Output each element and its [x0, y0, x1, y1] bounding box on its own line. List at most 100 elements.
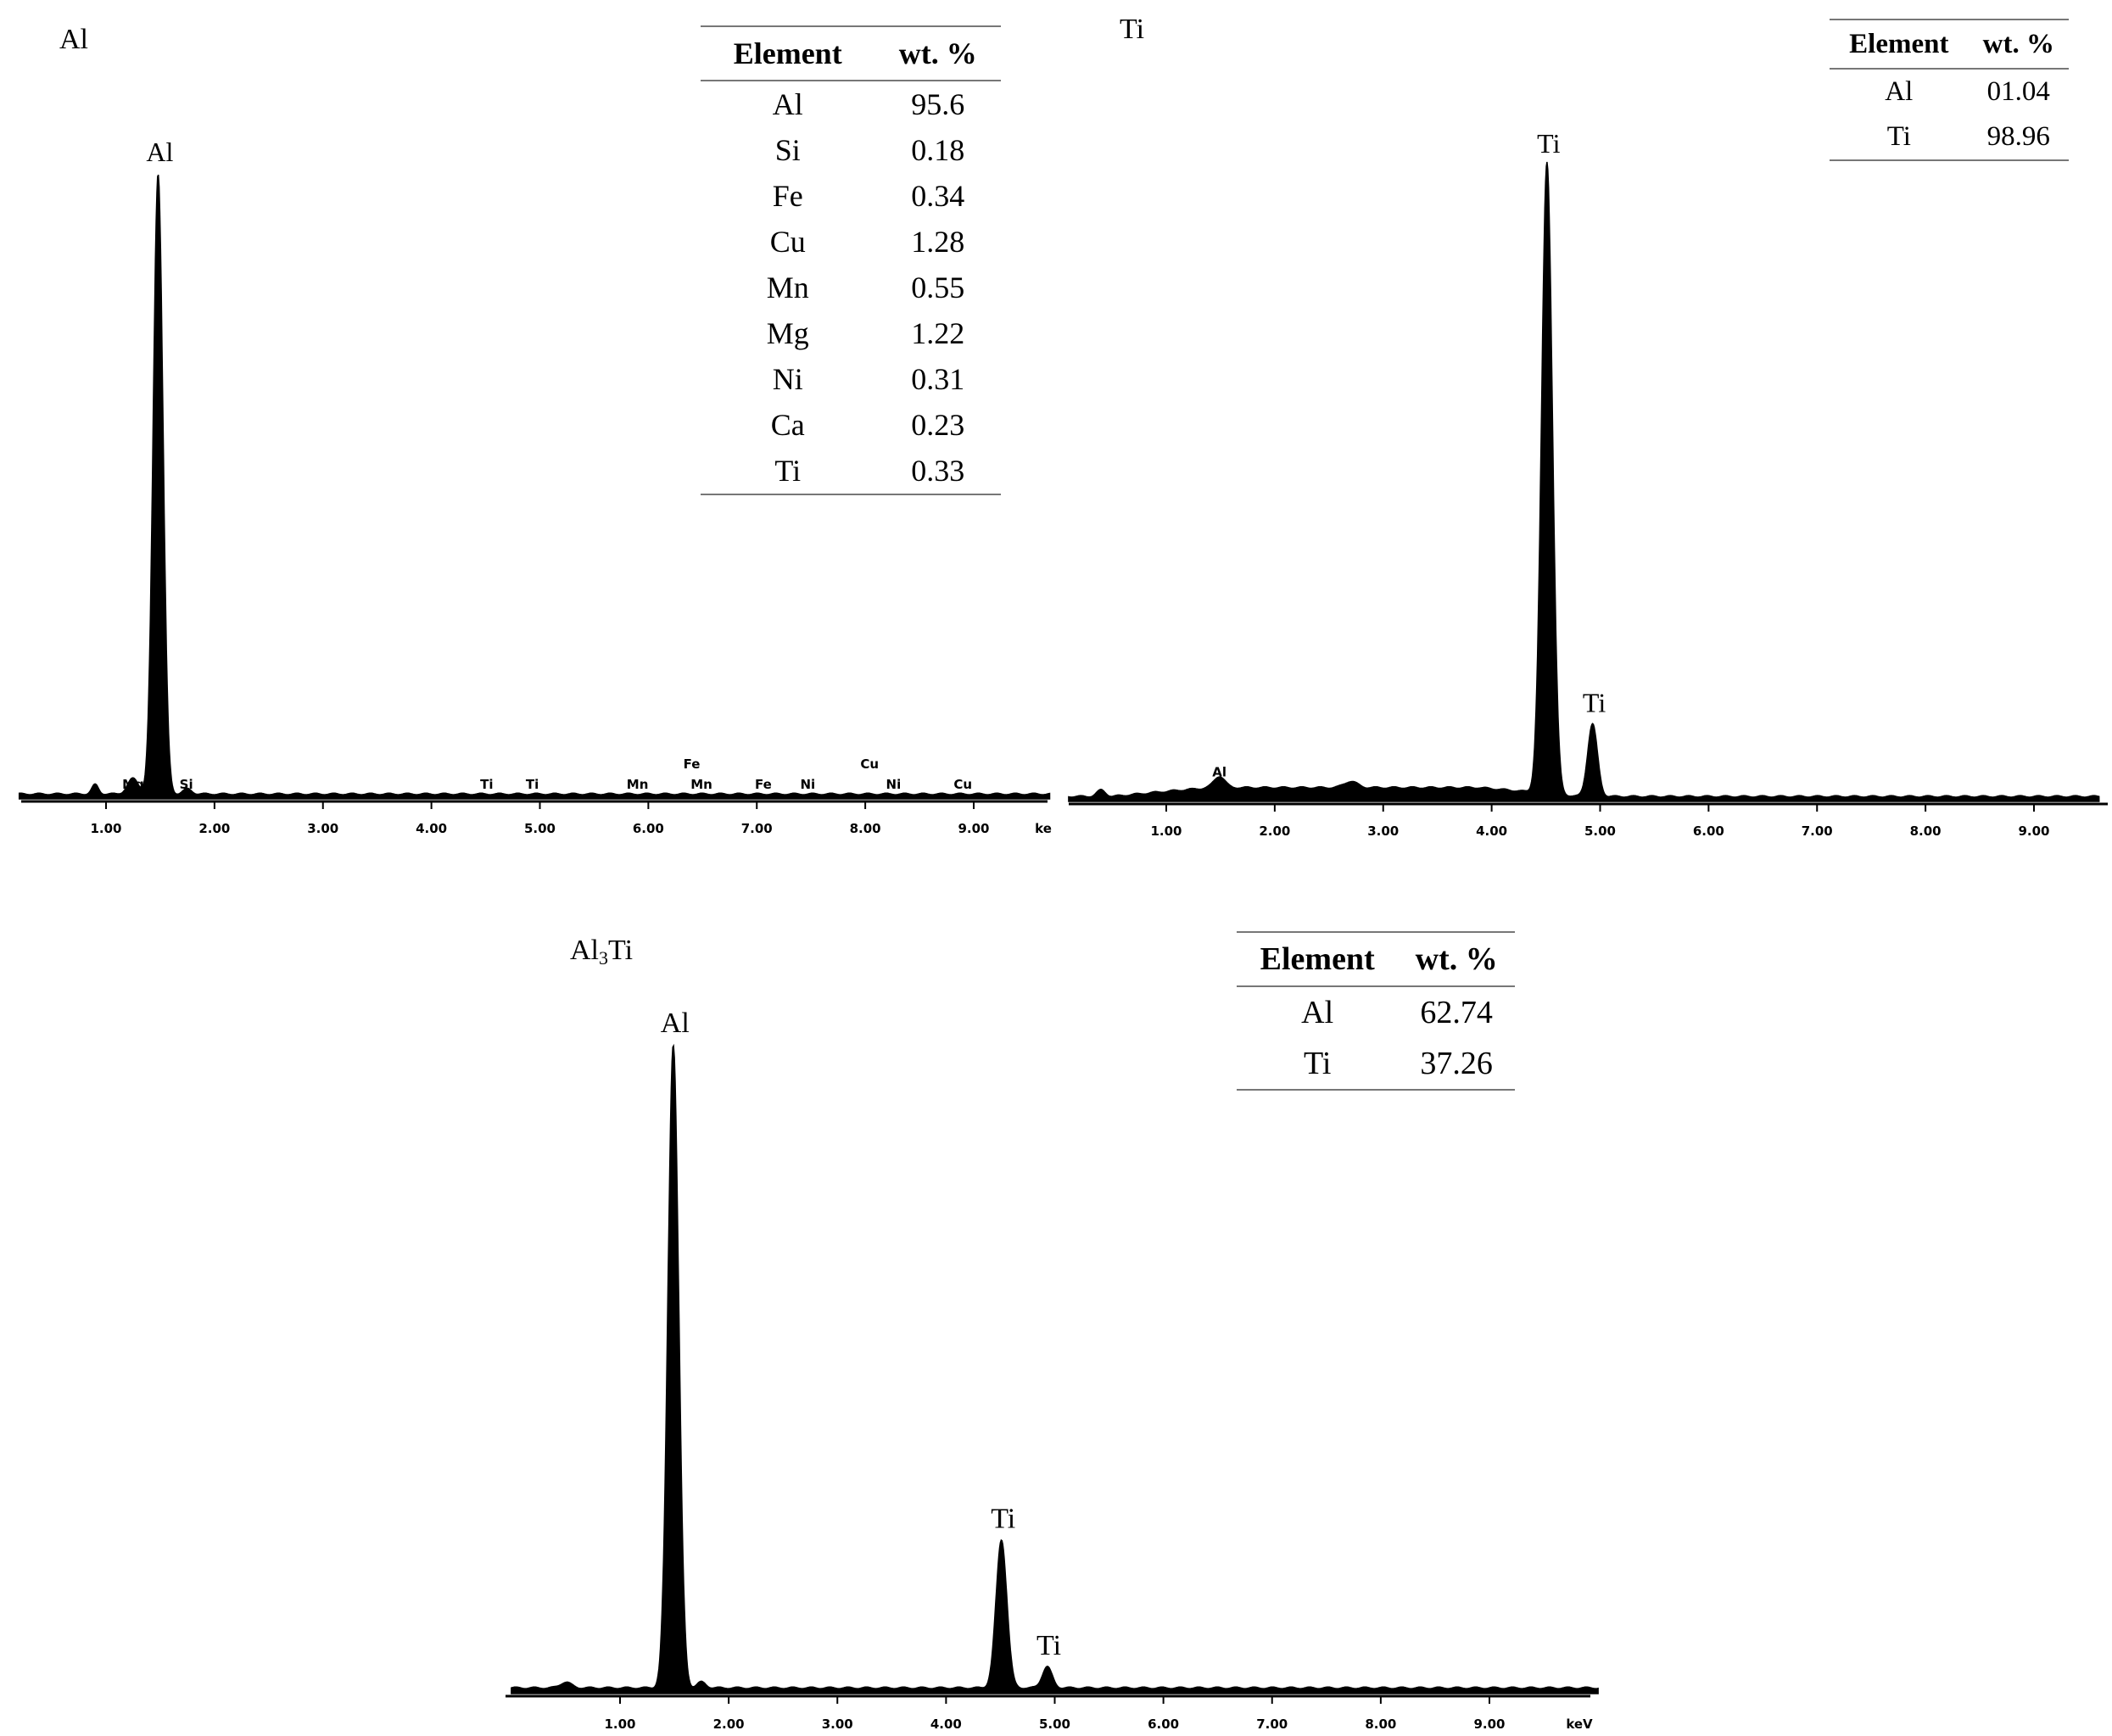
cell-element: Al — [772, 87, 803, 121]
header-wt-percent: wt. % — [1968, 19, 2069, 70]
element-marker-label: Al — [1212, 765, 1226, 780]
element-marker-label: Mn — [627, 777, 649, 792]
spectrum-panel-ti: Ti 1.00 2.00 3.00 4.00 5.00 6.00 7.00 8.00 9.00 T… — [1056, 0, 2112, 848]
peak-label: Al — [661, 1008, 690, 1039]
x-tick-label: 6.00 — [1148, 1716, 1179, 1732]
x-tick-label: 4.00 — [1476, 823, 1507, 839]
panel-title-al: Al — [59, 24, 88, 55]
element-marker-label: Ni — [800, 777, 815, 792]
header-wt-percent: wt. % — [1398, 931, 1515, 987]
cell-element: Al — [1301, 995, 1334, 1030]
table-row: Ti 0.33 — [701, 448, 1001, 495]
spectrum-panel-al: Al 1.00 2.00 3.00 4.00 5.00 6.00 7.00 8.00 9.00 k… — [0, 0, 1060, 848]
table-row: Cu 1.28 — [701, 219, 1001, 265]
spectrum-chart-al3ti: 1.00 2.00 3.00 4.00 5.00 6.00 7.00 8.00 9.00 keV A… — [506, 1008, 1599, 1732]
table-row: Ca 0.23 — [701, 402, 1001, 448]
x-tick-label: 5.00 — [524, 821, 556, 836]
peak-label: Ti — [1583, 687, 1606, 717]
cell-wt-percent: 1.28 — [911, 225, 965, 259]
x-tick-label: 5.00 — [1584, 823, 1616, 839]
x-tick-label: 2.00 — [1259, 823, 1290, 839]
cell-element: Al — [1885, 76, 1914, 107]
table-row: Ni 0.31 — [701, 356, 1001, 402]
x-tick-label: 8.00 — [1365, 1716, 1396, 1732]
x-tick-label: 6.00 — [633, 821, 664, 836]
composition-table-ti: Element wt. % Al 01.04 Ti 98.96 — [1830, 19, 2069, 161]
spectrum-trace — [1068, 161, 2100, 802]
x-tick-label: 3.00 — [307, 821, 338, 836]
element-marker-label: Fe — [755, 777, 772, 792]
cell-wt-percent: 1.22 — [911, 316, 965, 350]
panel-title-al3ti: Al3Ti — [570, 935, 633, 969]
table-row: Al 62.74 — [1237, 986, 1515, 1038]
panel-title-al3ti-main: Al — [570, 935, 599, 966]
table-row: Si 0.18 — [701, 127, 1001, 173]
spectrum-trace — [511, 1043, 1599, 1694]
element-marker-label: Ni — [886, 777, 902, 792]
header-wt-percent: wt. % — [874, 25, 1001, 81]
x-tick-label: 4.00 — [416, 821, 447, 836]
cell-element: Ti — [701, 448, 875, 495]
cell-wt-percent: 0.18 — [911, 133, 965, 167]
table-row: Ti 98.96 — [1830, 114, 2069, 161]
table-row: Mg 1.22 — [701, 310, 1001, 356]
cell-wt-percent: 0.34 — [911, 179, 965, 213]
element-marker-label: Si — [180, 777, 193, 792]
element-marker-label: Cu — [860, 756, 879, 772]
element-marker-label: Mg — [122, 777, 144, 792]
cell-element: Si — [774, 133, 801, 167]
cell-wt-percent: 0.33 — [874, 448, 1001, 495]
x-tick-label: 8.00 — [1910, 823, 1942, 839]
cell-wt-percent: 37.26 — [1398, 1038, 1515, 1091]
spectrum-chart-ti: 1.00 2.00 3.00 4.00 5.00 6.00 7.00 8.00 9.00 Ti Ti… — [1068, 128, 2108, 839]
table-header-row: Element wt. % — [1237, 931, 1515, 987]
table-header-row: Element wt. % — [1830, 19, 2069, 70]
cell-wt-percent: 62.74 — [1420, 995, 1493, 1030]
table-row: Al 95.6 — [701, 81, 1001, 127]
x-tick-label: 8.00 — [850, 821, 881, 836]
table-header-row: Element wt. % — [701, 25, 1001, 81]
element-marker-label: Ti — [480, 777, 493, 792]
table-row: Mn 0.55 — [701, 265, 1001, 310]
element-marker-label: Cu — [953, 777, 972, 792]
table-row: Ti 37.26 — [1237, 1038, 1515, 1091]
cell-element: Mg — [766, 316, 809, 350]
x-tick-label: 9.00 — [2018, 823, 2049, 839]
cell-element: Mn — [766, 271, 809, 304]
spectrum-panel-al3ti: Al3Ti 1.00 2.00 3.00 4.00 5.00 6.00 7.00 8.00 9.… — [475, 899, 1662, 1736]
x-tick-label: 5.00 — [1039, 1716, 1070, 1732]
x-axis-unit-label: keV — [1566, 1716, 1593, 1732]
peak-label: Ti — [1537, 128, 1560, 159]
header-element: Element — [701, 25, 875, 81]
spectrum-chart-al: 1.00 2.00 3.00 4.00 5.00 6.00 7.00 8.00 9.00 ke Al… — [18, 137, 1052, 836]
element-marker-label: Fe — [684, 756, 701, 772]
cell-element: Ti — [1237, 1038, 1399, 1091]
cell-element: Fe — [772, 179, 803, 213]
x-tick-label: 7.00 — [1802, 823, 1833, 839]
cell-element: Ti — [1830, 114, 1969, 161]
x-tick-label: 1.00 — [604, 1716, 635, 1732]
panel-title-al3ti-tail: Ti — [608, 935, 634, 966]
x-tick-label: 2.00 — [713, 1716, 745, 1732]
table-row: Al 01.04 — [1830, 69, 2069, 114]
panel-title-al3ti-sub: 3 — [599, 947, 608, 968]
spectrum-trace — [18, 174, 1051, 800]
cell-wt-percent: 0.31 — [911, 362, 965, 396]
x-tick-label: 3.00 — [1367, 823, 1399, 839]
peak-label: Ti — [991, 1504, 1015, 1535]
x-tick-label: 3.00 — [822, 1716, 853, 1732]
x-tick-label: 7.00 — [1256, 1716, 1288, 1732]
cell-element: Ca — [770, 408, 805, 442]
element-marker-label: Ti — [526, 777, 539, 792]
composition-table-al: Element wt. % Al 95.6 Si 0.18 Fe 0.34 Cu 1.28 Mn 0.… — [701, 25, 1001, 495]
x-tick-label: 6.00 — [1693, 823, 1724, 839]
cell-wt-percent: 01.04 — [1986, 76, 2050, 107]
cell-wt-percent: 0.55 — [911, 271, 965, 304]
x-tick-label: 9.00 — [958, 821, 989, 836]
cell-wt-percent: 0.23 — [911, 408, 965, 442]
x-tick-label: 4.00 — [930, 1716, 962, 1732]
table-row: Fe 0.34 — [701, 173, 1001, 219]
peak-label: Ti — [1036, 1630, 1061, 1661]
x-tick-label: 2.00 — [198, 821, 230, 836]
cell-element: Cu — [769, 225, 806, 259]
